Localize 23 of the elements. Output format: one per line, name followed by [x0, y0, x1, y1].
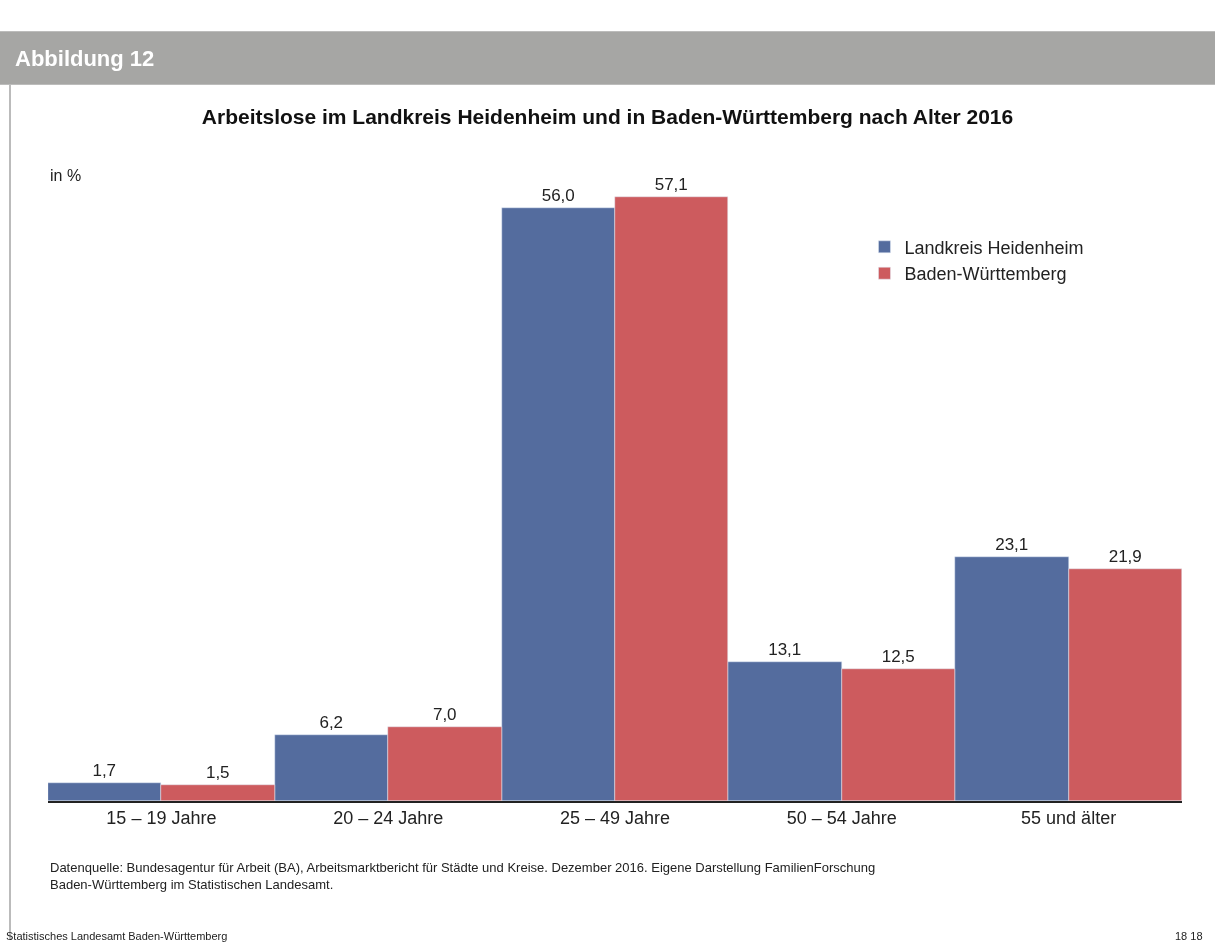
data-label: 23,1	[995, 534, 1029, 554]
text: Datenquelle: Bundesagentur für Arbeit (BA), Arbeitsmarktbericht für Städte und Kreise. Dezember 2016. Eigene Darstellung FamilienForschung Baden-Württemberg im Statistischen Landesamt.	[50, 860, 876, 892]
x-tick-label: 15 – 19 Jahre	[106, 808, 217, 829]
x-tick-label: 25 – 49 Jahre	[559, 808, 671, 829]
data-label: 6,2	[319, 712, 344, 732]
data-label: 56,0	[541, 185, 575, 205]
data-label: 21,9	[1108, 546, 1142, 566]
x-tick-label: 55 und älter	[1021, 808, 1117, 829]
legend-label: Landkreis Heidenheim	[904, 237, 1084, 258]
legend-label: Baden-Württemberg	[904, 264, 1067, 285]
data-label: 12,5	[881, 646, 915, 666]
x-tick-label: 50 – 54 Jahre	[786, 808, 897, 829]
text: 18 18	[1175, 930, 1203, 942]
data-label: 1,7	[92, 760, 117, 780]
chart-title: Arbeitslose im Landkreis Heidenheim und in Baden-Württemberg nach Alter 2016	[201, 104, 1014, 128]
text: Statistisches Landesamt Baden-Württemberg	[6, 930, 228, 942]
y-axis-title: in %	[50, 167, 82, 184]
data-label: 7,0	[432, 704, 457, 724]
data-label: 13,1	[768, 639, 802, 659]
x-tick-label: 20 – 24 Jahre	[333, 808, 444, 829]
text: Abbildung 12	[15, 46, 155, 71]
data-label: 57,1	[654, 174, 688, 194]
data-label: 1,5	[205, 762, 230, 782]
